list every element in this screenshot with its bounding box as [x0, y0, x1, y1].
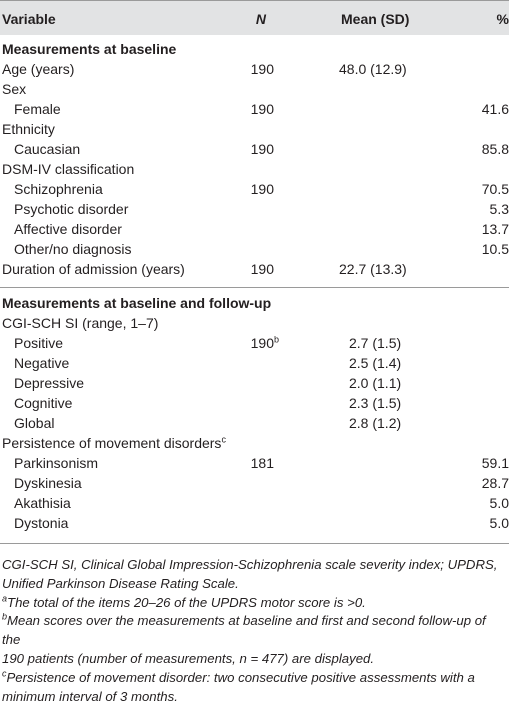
row-mean-sd: 2.0 (1.1) — [349, 375, 402, 391]
row-n: 181 — [250, 455, 274, 471]
row-n: 190b — [250, 334, 279, 351]
table-row: Cognitive 2.3 (1.5) — [0, 393, 509, 413]
header-n: N — [255, 11, 266, 27]
row-variable: Schizophrenia — [14, 181, 103, 197]
header-percent: % — [496, 11, 509, 27]
header-variable: Variable — [2, 11, 56, 27]
row-variable: Positive — [14, 335, 64, 351]
footnote-abbreviations-cont: Unified Parkinson Disease Rating Scale. — [2, 575, 239, 591]
row-variable: Duration of admission (years) — [2, 261, 185, 277]
row-variable: Depressive — [14, 375, 85, 391]
row-variable: Other/no diagnosis — [14, 241, 132, 257]
table-row: Ethnicity — [0, 119, 509, 139]
row-n: 190 — [250, 261, 274, 277]
row-n: 190 — [250, 181, 274, 197]
section-followup-rows: CGI-SCH SI (range, 1–7) Positive 190b 2.7 (… — [0, 313, 509, 533]
table-row: Sex — [0, 79, 509, 99]
table-row: Dyskinesia 28.7 — [0, 473, 509, 493]
row-percent: 28.7 — [481, 475, 509, 491]
footnote-c: cPersistence of movement disorder: two c… — [2, 668, 475, 685]
table-footnotes: CGI-SCH SI, Clinical Global Impression-S… — [0, 543, 509, 706]
table-row: Psychotic disorder 5.3 — [0, 199, 509, 219]
table-row: Caucasian 190 85.8 — [0, 139, 509, 159]
table-row: Depressive 2.0 (1.1) — [0, 373, 509, 393]
table-row: Duration of admission (years) 190 22.7 (13… — [0, 259, 509, 279]
row-variable: CGI-SCH SI (range, 1–7) — [2, 315, 159, 331]
row-variable: Dyskinesia — [14, 475, 82, 491]
table-row: DSM-IV classification — [0, 159, 509, 179]
row-variable: DSM-IV classification — [2, 161, 135, 177]
row-variable: Age (years) — [2, 61, 75, 77]
section-title: Measurements at baseline — [2, 41, 177, 57]
row-percent: 10.5 — [481, 241, 509, 257]
footnote-b: bMean scores over the measurements at ba… — [2, 612, 486, 648]
row-variable: Parkinsonism — [14, 455, 99, 471]
table-row: Age (years) 190 48.0 (12.9) — [0, 59, 509, 79]
row-variable: Global — [14, 415, 55, 431]
table-row: Akathisia 5.0 — [0, 493, 509, 513]
row-mean-sd: 48.0 (12.9) — [339, 61, 407, 77]
row-variable: Female — [14, 101, 61, 117]
row-percent: 5.0 — [489, 495, 509, 511]
footnote-c-cont: minimum interval of 3 months. — [2, 688, 178, 704]
header-mean: Mean (SD) — [341, 11, 410, 27]
row-mean-sd: 2.8 (1.2) — [349, 415, 402, 431]
section-title: Measurements at baseline and follow-up — [2, 295, 272, 311]
row-variable: Psychotic disorder — [14, 201, 129, 217]
table-row: Negative 2.5 (1.4) — [0, 353, 509, 373]
table-row: Female 190 41.6 — [0, 99, 509, 119]
table-row: Other/no diagnosis 10.5 — [0, 239, 509, 259]
table-row: Affective disorder 13.7 — [0, 219, 509, 239]
row-variable: Negative — [14, 355, 70, 371]
row-n: 190 — [250, 101, 274, 117]
table-row: Schizophrenia 190 70.5 — [0, 179, 509, 199]
row-variable: Persistence of movement disordersc — [2, 434, 226, 451]
row-variable: Sex — [2, 81, 27, 97]
footnote-b-cont: 190 patients (number of measurements, n … — [2, 650, 375, 666]
row-percent: 59.1 — [481, 455, 509, 471]
table-row: Parkinsonism 181 59.1 — [0, 453, 509, 473]
row-percent: 13.7 — [481, 221, 509, 237]
row-mean-sd: 22.7 (13.3) — [339, 261, 407, 277]
row-percent: 70.5 — [481, 181, 509, 197]
row-n: 190 — [250, 61, 274, 77]
row-percent: 5.3 — [489, 201, 509, 217]
footnote-a: aThe total of the items 20–26 of the UPD… — [2, 593, 366, 610]
row-variable: Caucasian — [14, 141, 81, 157]
row-variable: Akathisia — [14, 495, 71, 511]
row-variable: Affective disorder — [14, 221, 122, 237]
row-variable: Dystonia — [14, 515, 69, 531]
row-percent: 5.0 — [489, 515, 509, 531]
section-baseline-rows: Age (years) 190 48.0 (12.9) Sex Female 190 41.… — [0, 59, 509, 279]
row-percent: 41.6 — [481, 101, 509, 117]
table-row: Dystonia 5.0 — [0, 513, 509, 533]
table-row: Persistence of movement disordersc — [0, 433, 509, 453]
table-row: Positive 190b 2.7 (1.5) — [0, 333, 509, 353]
table-row: Global 2.8 (1.2) — [0, 413, 509, 433]
section-divider — [0, 287, 509, 288]
table-row: CGI-SCH SI (range, 1–7) — [0, 313, 509, 333]
row-mean-sd: 2.5 (1.4) — [349, 355, 402, 371]
table-header: Variable N Mean (SD) % — [0, 0, 509, 35]
footnote-abbreviations: CGI-SCH SI, Clinical Global Impression-S… — [2, 557, 498, 572]
row-percent: 85.8 — [481, 141, 509, 157]
row-variable: Cognitive — [14, 395, 73, 411]
row-mean-sd: 2.7 (1.5) — [349, 335, 402, 351]
row-mean-sd: 2.3 (1.5) — [349, 395, 402, 411]
row-variable: Ethnicity — [2, 121, 55, 137]
row-n: 190 — [250, 141, 274, 157]
